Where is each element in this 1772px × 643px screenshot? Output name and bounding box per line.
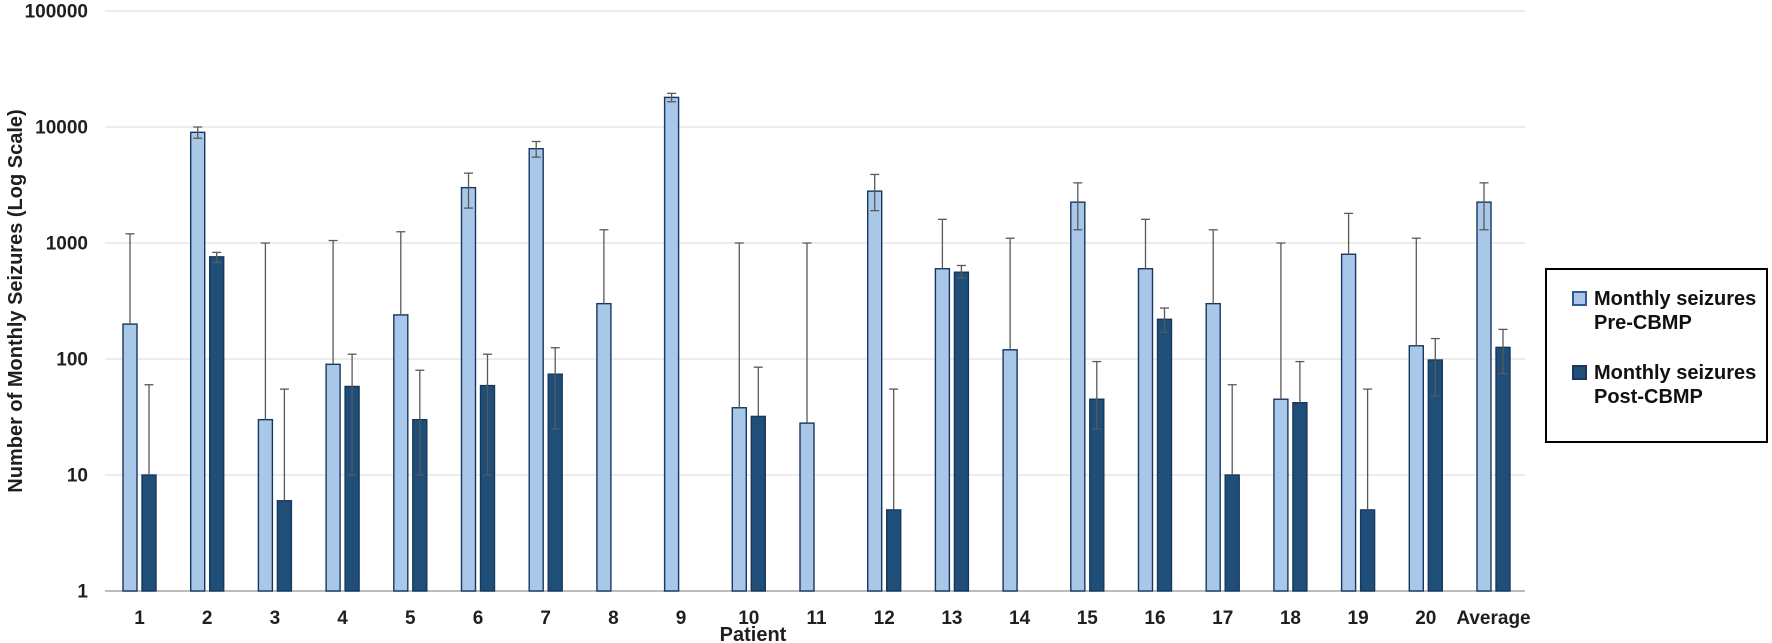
x-tick-label-4: 4 [337,608,348,629]
bar-post-10 [750,415,766,592]
bar-pre-10 [731,407,747,592]
pre-cbmp-swatch-icon [1572,291,1587,306]
bar-pre-14 [1002,349,1018,592]
x-tick-label-3: 3 [270,608,281,629]
y-tick-label-10000: 10000 [35,118,88,139]
legend-pre-line1: Monthly seizures [1594,288,1757,310]
x-tick-label-5: 5 [405,608,416,629]
bar-pre-1 [122,323,138,592]
x-tick-label-11: 11 [806,608,827,629]
x-tick-label-17: 17 [1212,608,1233,629]
x-tick-label-10: 10 [738,608,759,629]
x-tick-label-19: 19 [1348,608,1369,629]
bar-pre-8 [596,302,612,592]
chart-legend: Monthly seizures Pre-CBMP Monthly seizur… [1545,268,1768,443]
y-tick-label-1000: 1000 [46,234,88,255]
x-tick-label-20: 20 [1415,608,1436,629]
x-tick-label-Average: Average [1456,608,1530,629]
bar-post-18 [1292,402,1308,592]
x-tick-label-8: 8 [608,608,619,629]
y-tick-label-10: 10 [67,466,88,487]
x-tick-label-1: 1 [134,608,145,629]
legend-post-line1: Monthly seizures [1594,362,1757,385]
bar-pre-19 [1340,253,1357,592]
y-axis-title: Number of Monthly Seizures (Log Scale) [5,109,27,492]
bar-pre-2 [189,131,206,592]
bar-post-13 [953,271,970,592]
bar-pre-18 [1273,398,1289,592]
bar-post-16 [1156,318,1173,592]
legend-pre-line2: Pre-CBMP [1594,311,1692,334]
x-tick-label-9: 9 [676,608,687,629]
y-tick-label-100: 100 [56,350,88,371]
bar-pre-7 [528,148,544,592]
bar-pre-15 [1070,201,1086,592]
bar-post-2 [208,256,225,592]
y-tick-label-100000: 100000 [25,2,88,23]
bar-post-3 [276,500,293,592]
bar-pre-9 [663,96,680,592]
bar-post-19 [1359,509,1376,592]
legend-post-line2: Post-CBMP [1594,385,1703,408]
bar-pre-16 [1137,268,1154,592]
bar-pre-3 [257,418,274,592]
bar-pre-13 [934,268,951,592]
bar-pre-17 [1205,302,1221,592]
legend-item-pre: Monthly seizures Pre-CBMP [1572,288,1756,335]
bar-pre-12 [867,190,883,592]
x-tick-label-18: 18 [1280,608,1301,629]
post-cbmp-swatch-icon [1572,365,1587,381]
legend-label-pre: Monthly seizures Pre-CBMP [1594,288,1756,335]
bar-post-17 [1224,474,1240,592]
x-tick-label-2: 2 [202,608,213,629]
x-tick-label-16: 16 [1144,608,1165,629]
legend-item-post: Monthly seizures Post-CBMP [1572,362,1756,409]
x-tick-label-15: 15 [1077,608,1099,629]
bar-pre-20 [1408,345,1425,592]
bar-pre-11 [799,422,815,592]
x-tick-label-14: 14 [1009,608,1031,629]
bar-pre-4 [325,363,341,592]
x-tick-label-12: 12 [874,608,895,629]
x-axis-title: Patient [720,624,787,643]
x-tick-label-7: 7 [540,608,551,629]
x-tick-label-13: 13 [941,608,962,629]
bar-pre-Average [1476,201,1492,592]
bar-post-1 [141,474,157,592]
y-tick-label-1: 1 [77,582,88,603]
bar-pre-6 [460,186,477,592]
x-tick-label-6: 6 [473,608,484,629]
bar-post-Average [1495,346,1511,592]
bar-post-12 [886,509,902,592]
legend-label-post: Monthly seizures Post-CBMP [1594,362,1756,409]
bar-pre-5 [393,314,409,592]
